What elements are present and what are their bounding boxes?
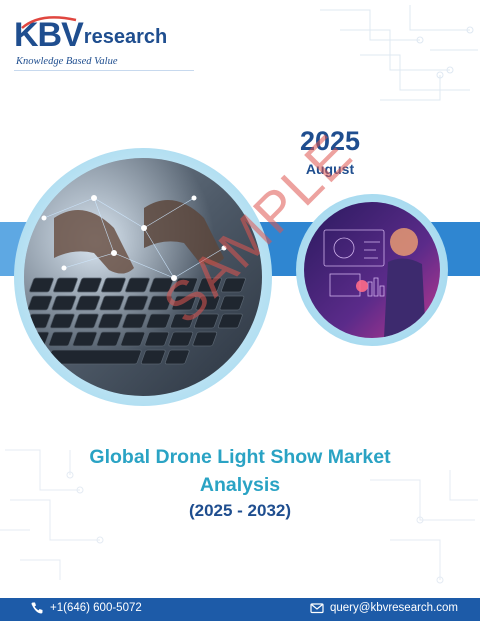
logo-word: research <box>83 26 168 48</box>
kbv-logo[interactable]: KBVresearch Knowledge Based Value <box>14 16 214 71</box>
report-title: Global Drone Light Show Market Analysis <box>40 443 440 499</box>
contact-footer: +1(646) 600-5072 query@kbvresearch.com <box>0 598 480 621</box>
logo-divider <box>14 70 194 71</box>
keyboard-hands-image <box>24 158 262 396</box>
report-period: (2025 - 2032) <box>188 501 292 520</box>
tech-interface-image <box>304 202 440 338</box>
report-month: August <box>305 161 355 177</box>
circuit-pattern-bottom-right <box>370 470 478 584</box>
logo-swoosh-icon <box>21 16 77 29</box>
phone-number[interactable]: +1(646) 600-5072 <box>50 602 142 614</box>
circuit-pattern-bottom-left <box>0 449 104 580</box>
logo-tagline: Knowledge Based Value <box>16 56 118 67</box>
report-title-line2: Analysis <box>199 474 281 496</box>
email-address[interactable]: query@kbvresearch.com <box>330 602 458 614</box>
phone-contact[interactable]: +1(646) 600-5072 <box>30 601 142 615</box>
mail-icon <box>310 603 324 614</box>
report-year: 2025 <box>299 126 361 156</box>
report-title-line1: Global Drone Light Show Market <box>89 446 391 468</box>
circuit-pattern-top-right <box>320 5 478 101</box>
email-contact[interactable]: query@kbvresearch.com <box>310 601 458 615</box>
phone-icon <box>31 602 43 614</box>
